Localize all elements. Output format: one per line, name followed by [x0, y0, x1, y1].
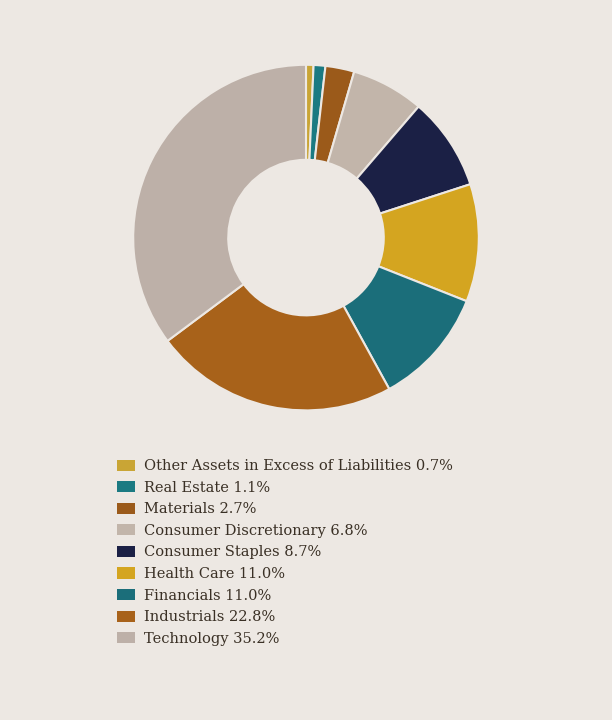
Wedge shape [327, 72, 419, 179]
Wedge shape [378, 184, 479, 301]
Wedge shape [343, 266, 467, 389]
Legend: Other Assets in Excess of Liabilities 0.7%, Real Estate 1.1%, Materials 2.7%, Co: Other Assets in Excess of Liabilities 0.… [118, 459, 453, 646]
Wedge shape [315, 66, 354, 163]
Wedge shape [306, 65, 313, 160]
Wedge shape [133, 65, 306, 341]
Wedge shape [310, 65, 326, 161]
Wedge shape [168, 284, 389, 410]
Wedge shape [357, 107, 471, 214]
